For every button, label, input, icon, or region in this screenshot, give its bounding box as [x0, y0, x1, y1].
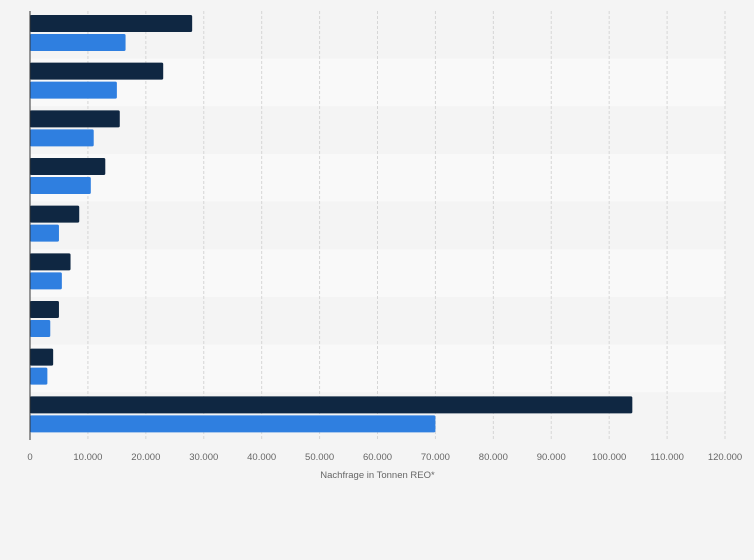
- x-axis-title: Nachfrage in Tonnen REO*: [320, 470, 435, 481]
- x-tick-label: 70.000: [421, 452, 450, 463]
- x-tick-label: 100.000: [592, 452, 626, 463]
- bar-row6-series2[interactable]: [30, 272, 62, 290]
- x-tick-label: 90.000: [537, 452, 566, 463]
- x-tick-label: 20.000: [131, 452, 160, 463]
- x-tick-label: 60.000: [363, 452, 392, 463]
- bar-row4-series2[interactable]: [30, 177, 91, 194]
- bar-row2-series2[interactable]: [30, 81, 117, 99]
- x-tick-label: 30.000: [189, 452, 218, 463]
- x-tick-label: 0: [27, 452, 32, 463]
- bar-row4-series1[interactable]: [30, 158, 106, 175]
- bar-row9-series2[interactable]: [30, 415, 436, 433]
- x-tick-label: 120.000: [708, 452, 742, 463]
- bar-row7-series2[interactable]: [30, 320, 51, 337]
- bar-row9-series1[interactable]: [30, 396, 633, 414]
- x-tick-labels: 0 10.000 20.000 30.000 40.000 50.000 60.000 70.…: [27, 452, 742, 463]
- bar-row7-series1[interactable]: [30, 301, 59, 318]
- bars: [30, 15, 633, 433]
- x-tick-label: 50.000: [305, 452, 334, 463]
- bar-row6-series1[interactable]: [30, 253, 71, 271]
- bar-row2-series1[interactable]: [30, 62, 164, 80]
- bar-row3-series1[interactable]: [30, 110, 120, 128]
- bar-row3-series2[interactable]: [30, 129, 94, 147]
- x-tick-label: 80.000: [479, 452, 508, 463]
- bar-row8-series1[interactable]: [30, 348, 54, 366]
- x-tick-label: 10.000: [73, 452, 102, 463]
- x-tick-label: 40.000: [247, 452, 276, 463]
- bar-row1-series2[interactable]: [30, 34, 126, 51]
- x-tick-label: 110.000: [650, 452, 684, 463]
- bar-row5-series2[interactable]: [30, 224, 59, 242]
- bar-row8-series2[interactable]: [30, 367, 48, 385]
- bar-row1-series1[interactable]: [30, 15, 193, 32]
- bar-row5-series1[interactable]: [30, 205, 80, 223]
